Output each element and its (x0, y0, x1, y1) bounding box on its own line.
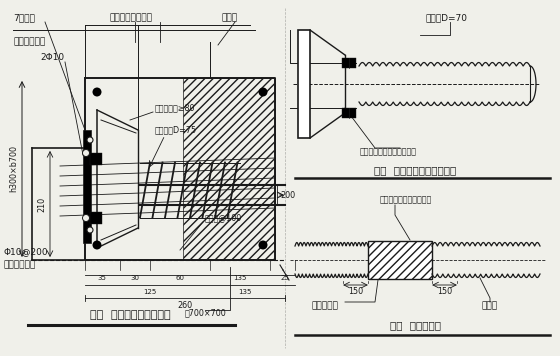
Circle shape (92, 241, 101, 250)
Text: 150: 150 (437, 288, 452, 297)
Text: 波纹管外D=75: 波纹管外D=75 (155, 126, 197, 135)
Text: 密封胶带缠绕波纹管接口: 密封胶带缠绕波纹管接口 (380, 195, 432, 204)
Bar (342, 58, 356, 68)
Circle shape (87, 227, 93, 233)
Text: 锚垫板（喇叭管）: 锚垫板（喇叭管） (110, 14, 153, 22)
Text: 接头波纹管: 接头波纹管 (311, 302, 338, 310)
Text: 柱700×700: 柱700×700 (185, 309, 227, 318)
Bar (85, 78, 183, 260)
Text: 波纹管D=70: 波纹管D=70 (425, 14, 467, 22)
Circle shape (259, 88, 268, 96)
Text: 30: 30 (130, 275, 139, 281)
Text: 60: 60 (175, 275, 184, 281)
Text: 图一  有粘结张拉端构造图: 图一 有粘结张拉端构造图 (90, 310, 170, 320)
Text: 135: 135 (234, 275, 247, 281)
Text: 柱箍筋@100: 柱箍筋@100 (205, 214, 242, 222)
Text: Φ10@200: Φ10@200 (3, 247, 48, 257)
Text: 波纹管: 波纹管 (482, 302, 498, 310)
Circle shape (82, 150, 90, 157)
Text: 用浸泡过水泥浆的棉纱封堵: 用浸泡过水泥浆的棉纱封堵 (360, 147, 417, 157)
Circle shape (82, 215, 90, 221)
Text: 螺旋筋: 螺旋筋 (222, 14, 238, 22)
Bar (83, 130, 91, 243)
Text: h300×b700: h300×b700 (10, 146, 18, 193)
Text: 150: 150 (348, 288, 363, 297)
Text: 35: 35 (97, 275, 106, 281)
Text: 图二  锚垫板与波纹管的连接: 图二 锚垫板与波纹管的连接 (374, 165, 456, 175)
Bar (90, 153, 102, 165)
Bar (90, 212, 102, 224)
Text: 封头张拉后浇: 封头张拉后浇 (3, 261, 35, 269)
Text: 135: 135 (239, 289, 251, 295)
Text: 2Φ10: 2Φ10 (40, 53, 64, 63)
Circle shape (259, 241, 268, 250)
Text: 预应力钢绞线: 预应力钢绞线 (13, 37, 45, 47)
Bar (368, 241, 432, 279)
Text: 260: 260 (178, 300, 193, 309)
Bar (298, 30, 310, 138)
Text: 图三  波纹管接头: 图三 波纹管接头 (390, 320, 441, 330)
Bar (32, 148, 85, 260)
Text: 7孔锚板: 7孔锚板 (13, 14, 35, 22)
Circle shape (87, 137, 93, 143)
Text: 200: 200 (280, 190, 295, 199)
Text: 210: 210 (38, 197, 46, 211)
Text: 25: 25 (281, 275, 290, 281)
Circle shape (92, 88, 101, 96)
Text: 125: 125 (143, 289, 157, 295)
Bar (342, 108, 356, 118)
Bar (183, 78, 275, 260)
Text: 柱主筋净距≥80: 柱主筋净距≥80 (155, 104, 195, 112)
